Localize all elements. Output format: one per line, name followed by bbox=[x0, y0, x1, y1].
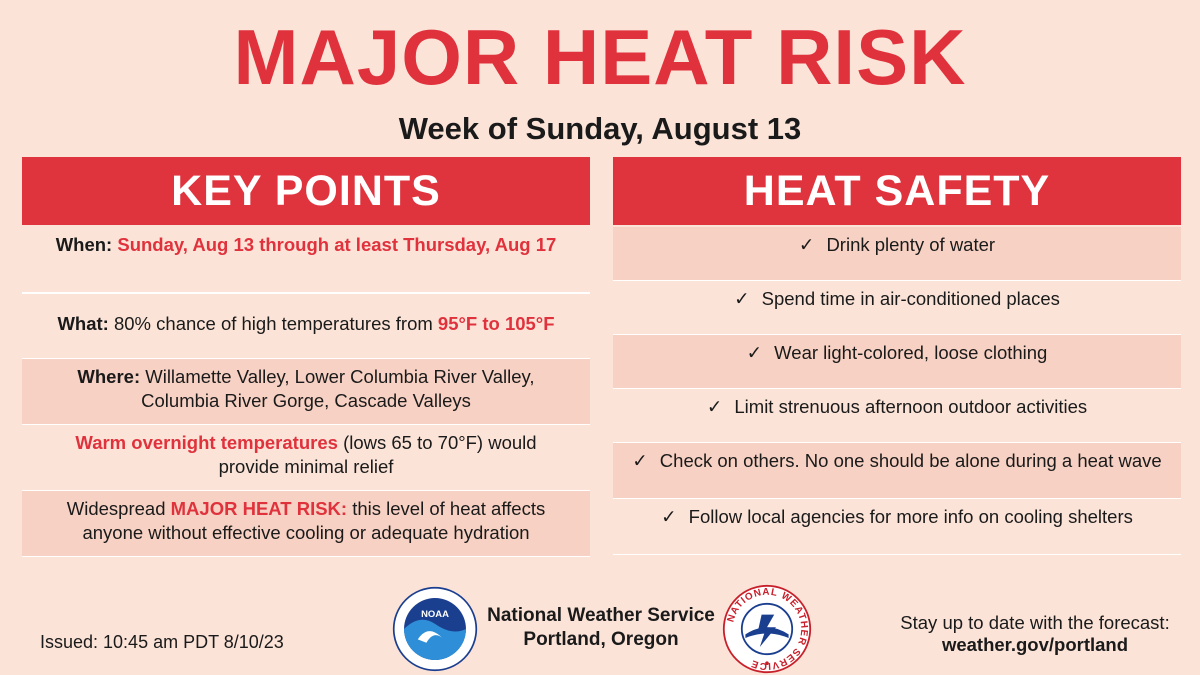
when-value: Sunday, Aug 13 through at least Thursday… bbox=[117, 234, 557, 255]
safety-item: ✓ Limit strenuous afternoon outdoor activ… bbox=[613, 389, 1181, 443]
noaa-logo-text: NOAA bbox=[421, 609, 449, 620]
stay-text: Stay up to date with the forecast: bbox=[900, 612, 1170, 633]
safety-item: ✓ Check on others. No one should be alone… bbox=[613, 443, 1181, 499]
check-icon: ✓ bbox=[734, 288, 750, 309]
safety-item: ✓ Follow local agencies for more info on … bbox=[613, 499, 1181, 555]
check-icon: ✓ bbox=[746, 342, 763, 363]
safety-item: ✓ Drink plenty of water bbox=[613, 227, 1181, 281]
safety-item-text: Check on others. No one should be alone … bbox=[659, 450, 1162, 471]
heat-safety-panel: HEAT SAFETY ✓ Drink plenty of water ✓ Spen… bbox=[613, 157, 1181, 555]
issued-timestamp: Issued: 10:45 am PDT 8/10/23 bbox=[40, 632, 284, 652]
nws-office-name: National Weather Service Portland, Orego… bbox=[478, 604, 724, 652]
check-icon: ✓ bbox=[661, 506, 677, 527]
org-line1: National Weather Service bbox=[487, 605, 715, 626]
widespread-text1: Widespread bbox=[66, 498, 166, 519]
safety-item-text: Drink plenty of water bbox=[826, 234, 996, 255]
check-icon: ✓ bbox=[632, 450, 648, 471]
noaa-logo-icon: NOAA bbox=[392, 586, 478, 672]
when-label: When: bbox=[55, 234, 113, 255]
safety-item: ✓ Spend time in air-conditioned places bbox=[613, 281, 1181, 335]
widespread-text2: this level of heat affects bbox=[352, 498, 546, 519]
where-label: Where: bbox=[77, 366, 141, 387]
safety-item-text: Spend time in air-conditioned places bbox=[761, 288, 1060, 309]
stay-updated: Stay up to date with the forecast: weath… bbox=[880, 612, 1190, 656]
safety-item: ✓ Wear light-colored, loose clothing bbox=[613, 335, 1181, 389]
what-label: What: bbox=[57, 313, 109, 334]
key-point-what: What: 80% chance of high temperatures fr… bbox=[22, 293, 590, 359]
widespread-highlight: MAJOR HEAT RISK: bbox=[170, 498, 348, 519]
where-line1: Willamette Valley, Lower Columbia River … bbox=[145, 366, 535, 387]
what-text: 80% chance of high temperatures from bbox=[113, 313, 433, 334]
check-icon: ✓ bbox=[706, 396, 723, 417]
key-point-overnight: Warm overnight temperatures (lows 65 to … bbox=[22, 425, 590, 491]
safety-item-text: Limit strenuous afternoon outdoor activi… bbox=[734, 396, 1088, 417]
page-title: MAJOR HEAT RISK bbox=[233, 13, 967, 101]
safety-item-text: Follow local agencies for more info on c… bbox=[688, 506, 1133, 527]
safety-item-text: Wear light-colored, loose clothing bbox=[774, 342, 1048, 363]
key-points-panel: KEY POINTS When: Sunday, Aug 13 through … bbox=[22, 157, 590, 557]
key-point-where: Where: Willamette Valley, Lower Columbia… bbox=[22, 359, 590, 425]
overnight-text2: provide minimal relief bbox=[218, 456, 394, 477]
key-point-widespread: Widespread MAJOR HEAT RISK: this level o… bbox=[22, 491, 590, 557]
check-icon: ✓ bbox=[798, 234, 815, 255]
forecast-link[interactable]: weather.gov/portland bbox=[941, 634, 1129, 655]
page-subtitle: Week of Sunday, August 13 bbox=[398, 111, 802, 146]
overnight-text1: (lows 65 to 70°F) would bbox=[343, 432, 537, 453]
heat-safety-header: HEAT SAFETY bbox=[613, 157, 1181, 227]
key-points-header: KEY POINTS bbox=[22, 157, 590, 227]
where-line2: Columbia River Gorge, Cascade Valleys bbox=[141, 390, 471, 411]
overnight-highlight: Warm overnight temperatures bbox=[75, 432, 338, 453]
nws-logo-icon: NATIONAL WEATHER SERVICE bbox=[722, 584, 812, 674]
what-highlight: 95°F to 105°F bbox=[437, 313, 555, 334]
org-line2: Portland, Oregon bbox=[523, 629, 679, 650]
key-point-when: When: Sunday, Aug 13 through at least Th… bbox=[22, 227, 590, 293]
widespread-text3: anyone without effective cooling or adeq… bbox=[82, 522, 530, 543]
